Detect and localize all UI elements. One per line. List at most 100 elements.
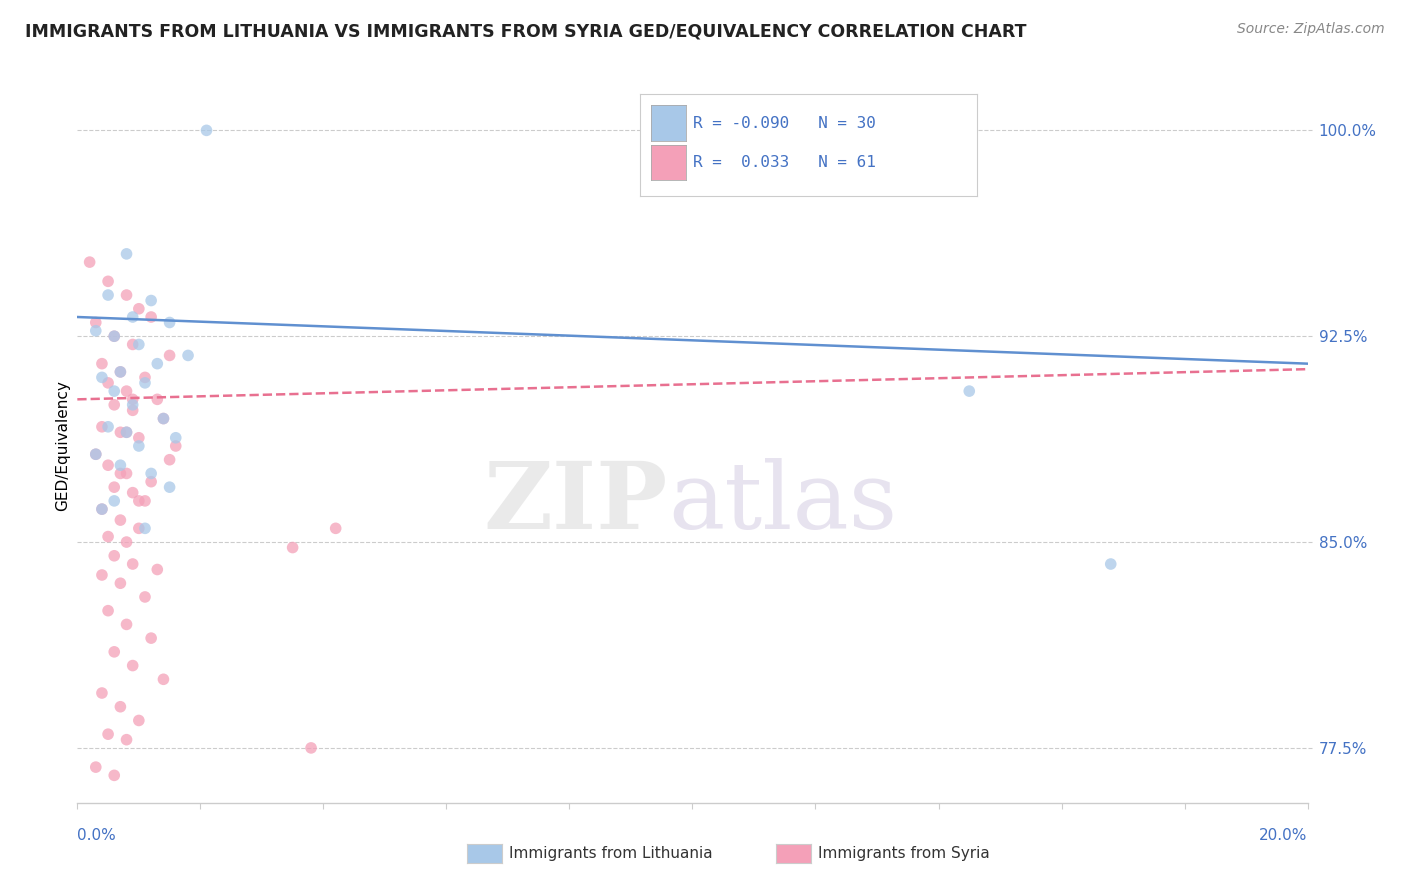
Point (110, 513, 132, 527)
Point (97, 419, 120, 434)
Point (115, 425, 138, 440)
Point (97, 530, 120, 544)
Point (195, 123, 218, 137)
Point (97, 376, 120, 390)
Point (110, 425, 132, 440)
Point (90, 568, 114, 582)
Point (134, 521, 156, 535)
Point (90, 357, 114, 371)
Y-axis label: GED/Equivalency: GED/Equivalency (55, 381, 70, 511)
Point (103, 494, 125, 508)
Point (128, 301, 150, 316)
Point (121, 403, 143, 417)
Point (115, 467, 138, 481)
Point (128, 521, 150, 535)
Point (115, 288, 138, 302)
Point (121, 485, 143, 500)
Point (84, 447, 107, 461)
Point (103, 329, 125, 343)
Point (110, 458, 132, 473)
Point (84, 447, 107, 461)
Point (1099, 557, 1122, 571)
Point (128, 431, 150, 445)
Point (152, 673, 174, 687)
Text: IMMIGRANTS FROM LITHUANIA VS IMMIGRANTS FROM SYRIA GED/EQUIVALENCY CORRELATION C: IMMIGRANTS FROM LITHUANIA VS IMMIGRANTS … (25, 22, 1026, 40)
Point (141, 475, 163, 489)
Point (79, 255, 101, 269)
Point (115, 384, 138, 398)
Point (128, 439, 150, 453)
Point (90, 502, 114, 516)
Point (165, 431, 187, 445)
Text: Immigrants from Syria: Immigrants from Syria (818, 847, 990, 861)
Point (84, 324, 107, 338)
Point (97, 458, 120, 473)
Text: R = -0.090   N = 30: R = -0.090 N = 30 (693, 116, 876, 130)
Point (159, 480, 181, 494)
Point (103, 645, 125, 659)
Point (146, 562, 169, 576)
Point (152, 411, 174, 425)
Point (84, 760, 107, 774)
Point (141, 293, 163, 308)
Point (110, 467, 132, 481)
Point (115, 535, 138, 549)
Point (134, 370, 156, 384)
Point (110, 699, 132, 714)
Text: Immigrants from Lithuania: Immigrants from Lithuania (509, 847, 713, 861)
Point (115, 425, 138, 440)
Point (97, 727, 120, 741)
Point (121, 398, 143, 412)
Point (121, 392, 143, 407)
Text: R =  0.033   N = 61: R = 0.033 N = 61 (693, 155, 876, 169)
Point (325, 521, 347, 535)
Text: Source: ZipAtlas.com: Source: ZipAtlas.com (1237, 22, 1385, 37)
Point (177, 348, 200, 362)
Point (957, 384, 980, 398)
Point (121, 557, 143, 571)
Text: atlas: atlas (668, 458, 897, 548)
Point (115, 247, 138, 261)
Point (146, 392, 169, 407)
Point (103, 398, 125, 412)
Point (90, 502, 114, 516)
Point (299, 740, 322, 755)
Point (141, 310, 163, 324)
Point (97, 288, 120, 302)
Point (121, 337, 143, 351)
Point (115, 732, 138, 747)
Point (165, 439, 187, 453)
Point (97, 274, 120, 288)
Point (134, 376, 156, 390)
Point (90, 419, 114, 434)
Text: ZIP: ZIP (484, 458, 668, 548)
Point (146, 357, 169, 371)
Point (159, 316, 181, 330)
Point (159, 348, 181, 362)
Point (103, 480, 125, 494)
Point (110, 365, 132, 379)
Point (97, 604, 120, 618)
Point (84, 316, 107, 330)
Text: 0.0%: 0.0% (77, 828, 117, 843)
Point (110, 365, 132, 379)
Point (152, 411, 174, 425)
Point (121, 658, 143, 673)
Point (103, 329, 125, 343)
Point (134, 590, 156, 604)
Point (90, 686, 114, 700)
Point (281, 541, 304, 555)
Point (121, 310, 143, 324)
Point (141, 631, 163, 645)
Point (128, 337, 150, 351)
Point (128, 494, 150, 508)
Point (128, 714, 150, 728)
Point (90, 370, 114, 384)
Point (103, 549, 125, 563)
Point (103, 384, 125, 398)
Point (115, 617, 138, 632)
Point (134, 494, 156, 508)
Point (103, 768, 125, 782)
Point (110, 576, 132, 591)
Text: 20.0%: 20.0% (1260, 828, 1308, 843)
